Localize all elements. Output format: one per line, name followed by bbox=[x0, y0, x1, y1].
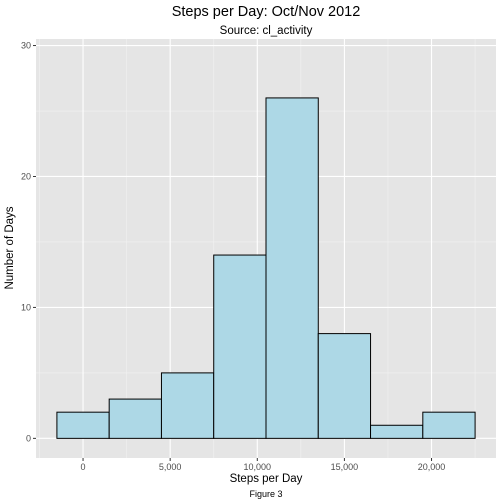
x-tick-label: 20,000 bbox=[418, 462, 446, 472]
x-axis-title: Steps per Day bbox=[230, 473, 303, 485]
y-tick-label: 10 bbox=[21, 302, 31, 312]
y-tick-label: 0 bbox=[26, 433, 31, 443]
x-tick-label: 5,000 bbox=[159, 462, 182, 472]
figure-caption: Figure 3 bbox=[249, 489, 282, 499]
histogram-bar bbox=[108, 398, 162, 439]
y-tick-label: 20 bbox=[21, 171, 31, 181]
histogram-bar bbox=[213, 254, 267, 439]
y-axis-title: Number of Days bbox=[4, 206, 16, 289]
histogram-bar bbox=[317, 333, 372, 439]
x-tick-label: 10,000 bbox=[244, 462, 272, 472]
x-tick-label: 0 bbox=[81, 462, 86, 472]
y-tick-label: 30 bbox=[21, 41, 31, 51]
chart-subtitle: Source: cl_activity bbox=[220, 25, 313, 37]
chart-title: Steps per Day: Oct/Nov 2012 bbox=[172, 4, 361, 20]
bars-group bbox=[56, 97, 476, 439]
axis-ticks-group: 0 5,000 10,000 15,000 20,000 0 10 20 30 bbox=[21, 41, 445, 472]
histogram-bar bbox=[56, 411, 110, 439]
histogram-bar bbox=[160, 372, 215, 439]
histogram-bar bbox=[265, 97, 319, 439]
histogram-bar bbox=[370, 424, 424, 439]
x-tick-label: 15,000 bbox=[331, 462, 359, 472]
histogram-bar bbox=[422, 411, 476, 439]
